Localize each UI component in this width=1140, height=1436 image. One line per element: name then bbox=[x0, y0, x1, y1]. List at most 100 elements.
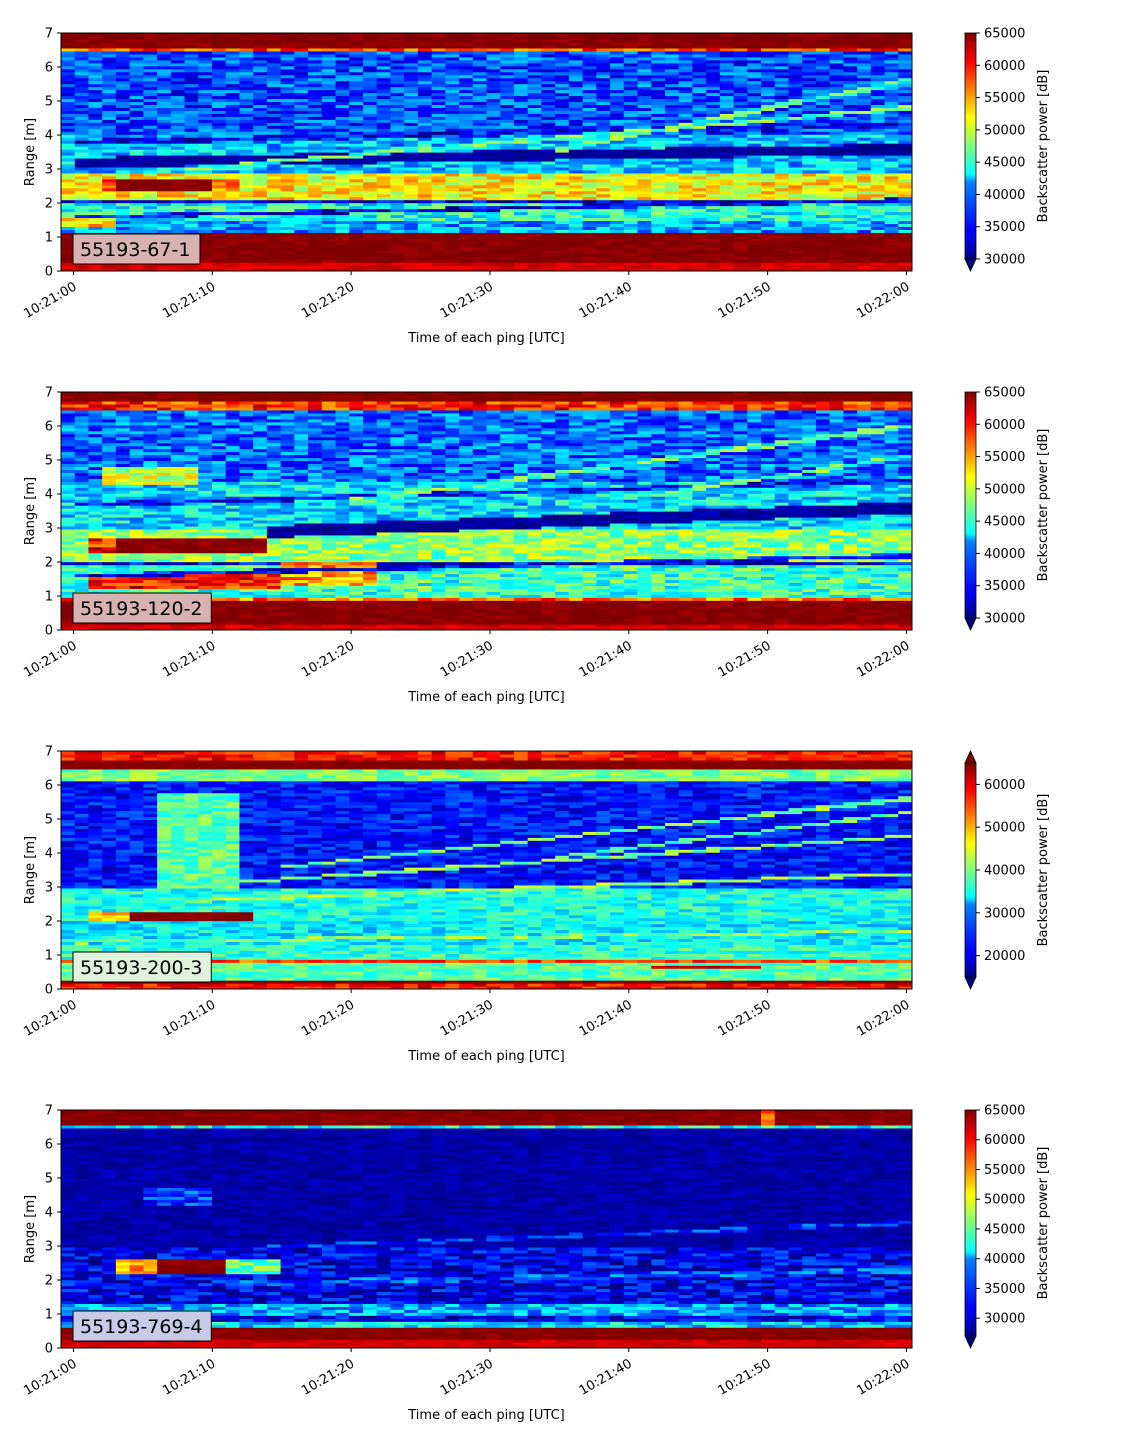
x-axis-label: Time of each ping [UTC] bbox=[407, 331, 565, 346]
colorbar-tick-label: 35000 bbox=[984, 1282, 1025, 1297]
sample-label-box: 55193-200-3 bbox=[72, 951, 212, 983]
plot-frame bbox=[60, 391, 913, 631]
colorbar: 20000 30000 40000 50000 60000 Backscatter pow… bbox=[964, 750, 1051, 990]
x-tick-label: 10:22:00 bbox=[854, 997, 912, 1039]
sample-label-box: 55193-120-2 bbox=[72, 592, 212, 624]
y-tick-label: 6 bbox=[45, 1138, 53, 1153]
y-axis-label: Range [m] bbox=[23, 118, 38, 186]
sample-label: 55193-769-4 bbox=[80, 1316, 203, 1338]
heatmap-image bbox=[61, 1110, 912, 1348]
panel-2: 0 1 2 3 4 5 6 7 10:21:00 10:21:10 10:21:20 10:21:30… bbox=[21, 386, 1051, 706]
colorbar-gradient bbox=[965, 392, 976, 618]
y-axis-label: Range [m] bbox=[23, 836, 38, 904]
x-tick-label: 10:21:40 bbox=[577, 279, 635, 321]
x-tick-label: 10:21:00 bbox=[21, 1356, 79, 1398]
y-tick-label: 0 bbox=[45, 983, 53, 998]
y-tick-label: 3 bbox=[45, 522, 53, 537]
colorbar-tick-label: 30000 bbox=[984, 612, 1025, 627]
colorbar: 30000 35000 40000 45000 50000 55000 60000 65000… bbox=[964, 1104, 1051, 1349]
y-tick-label: 5 bbox=[45, 454, 53, 469]
y-tick-label: 1 bbox=[45, 1308, 53, 1323]
colorbar-tick-label: 35000 bbox=[984, 220, 1025, 235]
sample-label-box: 55193-769-4 bbox=[72, 1310, 212, 1342]
y-tick-label: 7 bbox=[45, 27, 53, 42]
colorbar-max-extension bbox=[964, 750, 977, 764]
colorbar-label: Backscatter power [dB] bbox=[1036, 1147, 1051, 1300]
x-tick-label: 10:21:20 bbox=[299, 1356, 357, 1398]
y-axis-label: Range [m] bbox=[23, 477, 38, 545]
colorbar-label: Backscatter power [dB] bbox=[1036, 70, 1051, 223]
colorbar-min-extension bbox=[964, 258, 977, 272]
colorbar-tick-label: 50000 bbox=[984, 482, 1025, 497]
colorbar-tick-label: 50000 bbox=[984, 821, 1025, 836]
y-tick-label: 4 bbox=[45, 847, 53, 862]
sample-label-background bbox=[72, 1310, 212, 1342]
colorbar-label: Backscatter power [dB] bbox=[1036, 794, 1051, 947]
colorbar-tick-label: 55000 bbox=[984, 450, 1025, 465]
y-tick-label: 7 bbox=[45, 1104, 53, 1119]
x-tick-label: 10:21:00 bbox=[21, 997, 79, 1039]
y-tick-label: 6 bbox=[45, 420, 53, 435]
colorbar-tick-label: 40000 bbox=[984, 188, 1025, 203]
x-tick-label: 10:22:00 bbox=[854, 638, 912, 680]
y-tick-label: 1 bbox=[45, 949, 53, 964]
x-tick-label: 10:21:50 bbox=[716, 279, 774, 321]
colorbar-frame bbox=[964, 391, 977, 619]
x-tick-label: 10:21:40 bbox=[577, 638, 635, 680]
colorbar: 30000 35000 40000 45000 50000 55000 60000 65000… bbox=[964, 386, 1051, 631]
y-tick-label: 2 bbox=[45, 556, 53, 571]
y-tick-label: 2 bbox=[45, 1274, 53, 1289]
y-tick-label: 4 bbox=[45, 1206, 53, 1221]
y-tick-label: 6 bbox=[45, 779, 53, 794]
x-tick-label: 10:21:10 bbox=[160, 997, 218, 1039]
x-tick-label: 10:21:20 bbox=[299, 997, 357, 1039]
y-tick-label: 2 bbox=[45, 197, 53, 212]
y-tick-label: 0 bbox=[45, 624, 53, 639]
y-tick-label: 3 bbox=[45, 1240, 53, 1255]
x-tick-label: 10:21:30 bbox=[438, 279, 496, 321]
colorbar-tick-label: 65000 bbox=[984, 1104, 1025, 1119]
colorbar-tick-label: 40000 bbox=[984, 547, 1025, 562]
x-tick-label: 10:21:10 bbox=[160, 279, 218, 321]
colorbar-tick-label: 55000 bbox=[984, 1163, 1025, 1178]
panel-1: 0 1 2 3 4 5 6 7 10:21:00 10:21:10 10:21:20 10:21:30… bbox=[21, 27, 1051, 347]
x-tick-label: 10:21:10 bbox=[160, 638, 218, 680]
x-axis-label: Time of each ping [UTC] bbox=[407, 1049, 565, 1064]
y-tick-label: 6 bbox=[45, 61, 53, 76]
colorbar-tick-label: 60000 bbox=[984, 1133, 1025, 1148]
colorbar-min-extension bbox=[964, 1335, 977, 1349]
x-axis-label: Time of each ping [UTC] bbox=[407, 690, 565, 705]
colorbar-tick-label: 30000 bbox=[984, 1312, 1025, 1327]
colorbar-tick-label: 30000 bbox=[984, 253, 1025, 268]
heatmap-image bbox=[61, 33, 912, 271]
colorbar-tick-label: 35000 bbox=[984, 579, 1025, 594]
y-tick-label: 1 bbox=[45, 590, 53, 605]
y-tick-label: 7 bbox=[45, 386, 53, 401]
y-tick-label: 3 bbox=[45, 163, 53, 178]
y-tick-label: 1 bbox=[45, 231, 53, 246]
colorbar-tick-label: 55000 bbox=[984, 91, 1025, 106]
x-tick-label: 10:21:00 bbox=[21, 638, 79, 680]
x-tick-label: 10:22:00 bbox=[854, 279, 912, 321]
y-tick-label: 2 bbox=[45, 915, 53, 930]
panel-3: 0 1 2 3 4 5 6 7 10:21:00 10:21:10 10:21:20 10:21:30… bbox=[21, 745, 1051, 1065]
x-tick-label: 10:21:30 bbox=[438, 1356, 496, 1398]
x-tick-label: 10:22:00 bbox=[854, 1356, 912, 1398]
colorbar-tick-label: 50000 bbox=[984, 1193, 1025, 1208]
x-tick-label: 10:21:30 bbox=[438, 997, 496, 1039]
y-axis-label: Range [m] bbox=[23, 1195, 38, 1263]
colorbar-tick-label: 40000 bbox=[984, 1252, 1025, 1267]
x-tick-label: 10:21:30 bbox=[438, 638, 496, 680]
colorbar-gradient bbox=[965, 1110, 976, 1336]
colorbar-label: Backscatter power [dB] bbox=[1036, 429, 1051, 582]
x-tick-label: 10:21:50 bbox=[716, 638, 774, 680]
colorbar-tick-label: 50000 bbox=[984, 123, 1025, 138]
y-tick-label: 7 bbox=[45, 745, 53, 760]
plot-frame bbox=[60, 32, 913, 272]
y-tick-label: 3 bbox=[45, 881, 53, 896]
colorbar-tick-label: 45000 bbox=[984, 156, 1025, 171]
y-tick-label: 5 bbox=[45, 813, 53, 828]
colorbar-tick-label: 65000 bbox=[984, 27, 1025, 42]
colorbar-frame bbox=[964, 32, 977, 260]
